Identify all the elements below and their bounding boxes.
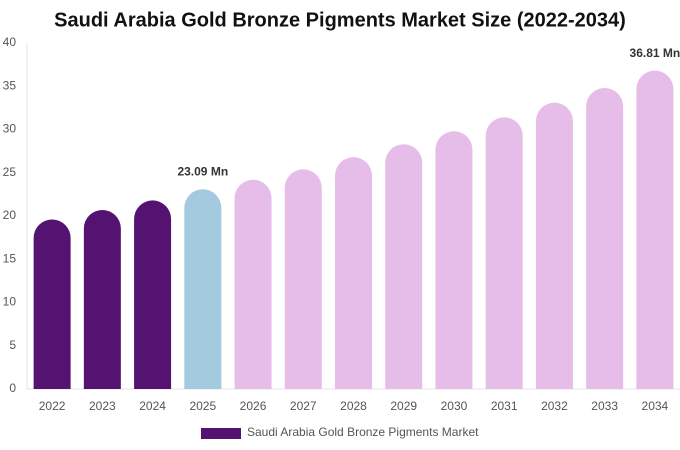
value-label: 23.09 Mn <box>177 164 228 178</box>
x-tick-label: 2024 <box>139 399 166 413</box>
value-label: 36.81 Mn <box>630 46 680 60</box>
bar <box>33 219 71 389</box>
bar <box>435 131 473 390</box>
bar <box>284 169 322 389</box>
bar <box>335 157 372 389</box>
x-tick-label: 2023 <box>89 399 116 413</box>
x-tick-label: 2030 <box>441 399 468 413</box>
x-tick-label: 2026 <box>240 399 267 413</box>
y-tick-label: 40 <box>3 35 17 49</box>
y-tick-label: 25 <box>3 165 17 179</box>
x-tick-label: 2034 <box>642 399 669 413</box>
bar <box>134 200 172 389</box>
y-tick-label: 5 <box>9 338 16 352</box>
x-tick-label: 2029 <box>390 399 417 413</box>
y-tick-label: 30 <box>3 122 17 136</box>
y-tick-label: 15 <box>3 251 17 265</box>
x-tick-label: 2027 <box>290 399 317 413</box>
x-tick-label: 2022 <box>39 399 66 413</box>
bar <box>83 209 121 389</box>
legend-label: Saudi Arabia Gold Bronze Pigments Market <box>247 425 479 439</box>
bar <box>535 102 573 389</box>
y-tick-label: 20 <box>3 208 17 222</box>
x-tick-label: 2025 <box>189 399 216 413</box>
bar <box>184 189 222 389</box>
y-tick-label: 35 <box>3 78 17 92</box>
y-tick-label: 10 <box>3 295 17 309</box>
chart-title: Saudi Arabia Gold Bronze Pigments Market… <box>54 9 626 31</box>
y-tick-label: 0 <box>9 381 16 395</box>
x-tick-label: 2033 <box>591 399 618 413</box>
bar <box>385 144 423 389</box>
x-tick-label: 2028 <box>340 399 367 413</box>
x-tick-label: 2031 <box>491 399 518 413</box>
bar <box>485 117 523 389</box>
legend-swatch <box>201 428 241 439</box>
x-tick-label: 2032 <box>541 399 568 413</box>
bar <box>636 70 674 389</box>
bar <box>234 179 272 389</box>
bar <box>586 87 624 389</box>
